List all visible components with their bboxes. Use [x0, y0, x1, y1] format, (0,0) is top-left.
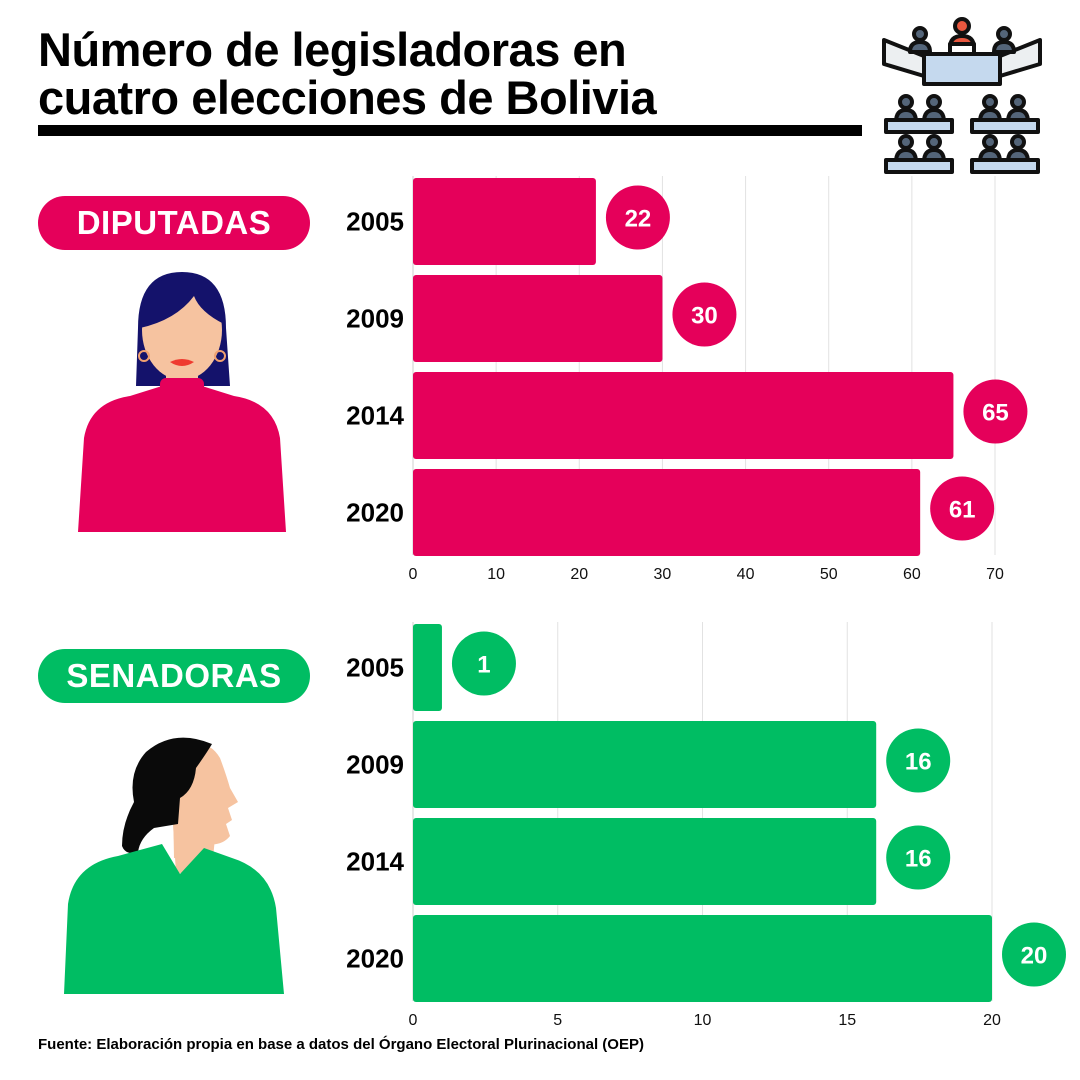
woman-front-portrait-icon: [78, 272, 286, 532]
diputadas-bar-chart: 0 10 20 30 40 50 60 70 2005 22 2009 30 2014 65 2020 61: [346, 176, 1028, 583]
senadoras-value-badge: [886, 825, 951, 890]
senadoras-value-label: 20: [1021, 943, 1048, 970]
parliament-chamber-icon: [882, 17, 1042, 174]
diputadas-tick-label: 40: [737, 566, 755, 583]
diputadas-year-label: 2005: [346, 207, 404, 237]
senadoras-tick-label: 10: [694, 1012, 712, 1029]
diputadas-value-label: 61: [949, 497, 976, 524]
senadoras-year-label: 2014: [346, 847, 404, 877]
senadoras-value-label: 1: [477, 652, 490, 679]
diputadas-value-label: 65: [982, 400, 1009, 427]
senadoras-value-badge: [886, 728, 951, 793]
diputadas-value-label: 22: [625, 206, 652, 233]
chart-title: Número de legisladoras en cuatro eleccio…: [38, 26, 858, 122]
diputadas-tick-label: 10: [487, 566, 505, 583]
senadoras-bar: [413, 915, 992, 1002]
diputadas-value-badge: [930, 476, 995, 541]
senadoras-value-badge: [451, 631, 516, 696]
senadoras-bar: [413, 818, 877, 905]
diputadas-value-badge: [672, 282, 737, 347]
diputadas-badge: DIPUTADAS: [38, 196, 310, 250]
senadoras-tick-label: 20: [983, 1012, 1001, 1029]
diputadas-value-label: 30: [691, 303, 718, 330]
senadoras-value-badge: [1002, 922, 1066, 987]
senadoras-tick-label: 5: [553, 1012, 562, 1029]
diputadas-bar: [413, 372, 954, 459]
chart-title-line-1: Número de legisladoras en: [38, 23, 627, 76]
diputadas-bar: [413, 275, 663, 362]
diputadas-year-label: 2009: [346, 304, 404, 334]
senadoras-bar: [413, 624, 442, 711]
senadoras-year-label: 2020: [346, 944, 404, 974]
senadoras-bar: [413, 721, 877, 808]
diputadas-tick-label: 20: [570, 566, 588, 583]
diputadas-value-badge: [605, 185, 670, 250]
diputadas-tick-label: 60: [903, 566, 921, 583]
diputadas-year-label: 2014: [346, 401, 404, 431]
diputadas-year-label: 2020: [346, 498, 404, 528]
woman-profile-portrait-icon: [64, 737, 284, 994]
diputadas-tick-label: 50: [820, 566, 838, 583]
diputadas-tick-label: 0: [409, 566, 418, 583]
senadoras-badge: SENADORAS: [38, 649, 310, 703]
diputadas-tick-label: 30: [654, 566, 672, 583]
title-underline: [38, 125, 862, 136]
diputadas-tick-label: 70: [986, 566, 1004, 583]
diputadas-value-badge: [963, 379, 1028, 444]
senadoras-value-label: 16: [905, 749, 932, 776]
source-note: Fuente: Elaboración propia en base a dat…: [38, 1036, 644, 1053]
senadoras-year-label: 2005: [346, 653, 404, 683]
chart-title-line-2: cuatro elecciones de Bolivia: [38, 71, 657, 124]
diputadas-bar: [413, 178, 596, 265]
senadoras-year-label: 2009: [346, 750, 404, 780]
senadoras-tick-label: 15: [838, 1012, 856, 1029]
diputadas-bar: [413, 469, 921, 556]
senadoras-value-label: 16: [905, 846, 932, 873]
senadoras-tick-label: 0: [409, 1012, 418, 1029]
